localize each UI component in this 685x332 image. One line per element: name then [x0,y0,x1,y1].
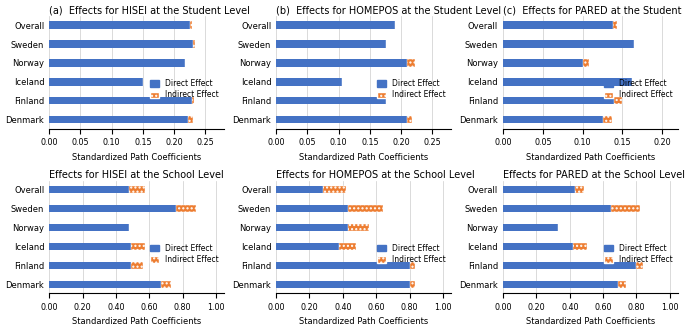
Legend: Direct Effect, Indirect Effect: Direct Effect, Indirect Effect [375,242,447,266]
Bar [613,22,617,29]
Text: (c)  Effects for PARED at the Student Level: (c) Effects for PARED at the Student Lev… [503,6,685,16]
Bar [129,186,145,193]
Bar [49,78,143,86]
Bar [276,243,340,250]
Bar [276,78,342,86]
Bar [49,59,186,66]
X-axis label: Standardized Path Coefficients: Standardized Path Coefficients [526,317,656,326]
Bar [49,22,190,29]
Bar [340,243,356,250]
Bar [503,41,634,47]
Bar [49,186,129,193]
Bar [323,186,346,193]
Bar [614,97,623,105]
Bar [276,224,348,231]
Bar [573,243,587,250]
Bar [503,22,613,29]
Bar [190,22,192,29]
Bar [503,186,575,193]
Bar [49,243,131,250]
Bar [410,262,414,269]
Bar [193,41,195,47]
X-axis label: Standardized Path Coefficients: Standardized Path Coefficients [299,153,428,162]
Legend: Direct Effect, Indirect Effect: Direct Effect, Indirect Effect [602,78,674,101]
Bar [503,224,558,231]
Bar [49,224,129,231]
Bar [503,243,573,250]
Bar [276,205,348,212]
X-axis label: Standardized Path Coefficients: Standardized Path Coefficients [299,317,428,326]
Bar [503,281,618,288]
Legend: Direct Effect, Indirect Effect: Direct Effect, Indirect Effect [602,242,674,266]
Bar [575,186,584,193]
Bar [618,281,627,288]
Legend: Direct Effect, Indirect Effect: Direct Effect, Indirect Effect [375,78,447,101]
Bar [131,262,143,269]
Text: Effects for HISEI at the School Level: Effects for HISEI at the School Level [49,170,224,180]
Bar [131,243,145,250]
Bar [583,59,589,66]
Bar [503,262,636,269]
Bar [49,97,192,105]
Text: Effects for PARED at the School Level: Effects for PARED at the School Level [503,170,685,180]
Bar [410,281,414,288]
Bar [49,116,188,124]
Bar [276,41,386,47]
Bar [188,116,193,124]
Bar [192,97,194,105]
Bar [503,59,583,66]
Bar [276,262,410,269]
Bar [503,116,603,124]
X-axis label: Standardized Path Coefficients: Standardized Path Coefficients [72,317,201,326]
Bar [408,59,415,66]
Bar [276,281,410,288]
Bar [276,186,323,193]
Text: (b)  Effects for HOMEPOS at the Student Level: (b) Effects for HOMEPOS at the Student L… [276,6,501,16]
Bar [49,262,131,269]
Bar [503,78,632,86]
Bar [408,116,412,124]
Bar [503,97,614,105]
X-axis label: Standardized Path Coefficients: Standardized Path Coefficients [526,153,656,162]
Bar [49,205,176,212]
Bar [49,281,161,288]
Text: (a)  Effects for HISEI at the Student Level: (a) Effects for HISEI at the Student Lev… [49,6,250,16]
Bar [603,116,612,124]
Text: Effects for HOMEPOS at the School Level: Effects for HOMEPOS at the School Level [276,170,475,180]
Bar [276,97,386,105]
Bar [176,205,196,212]
Bar [49,41,193,47]
Bar [276,116,408,124]
Bar [276,22,395,29]
X-axis label: Standardized Path Coefficients: Standardized Path Coefficients [72,153,201,162]
Bar [348,224,369,231]
Bar [276,59,408,66]
Legend: Direct Effect, Indirect Effect: Direct Effect, Indirect Effect [149,78,221,101]
Bar [612,205,640,212]
Bar [161,281,171,288]
Legend: Direct Effect, Indirect Effect: Direct Effect, Indirect Effect [149,242,221,266]
Bar [348,205,383,212]
Bar [503,205,612,212]
Bar [636,262,643,269]
